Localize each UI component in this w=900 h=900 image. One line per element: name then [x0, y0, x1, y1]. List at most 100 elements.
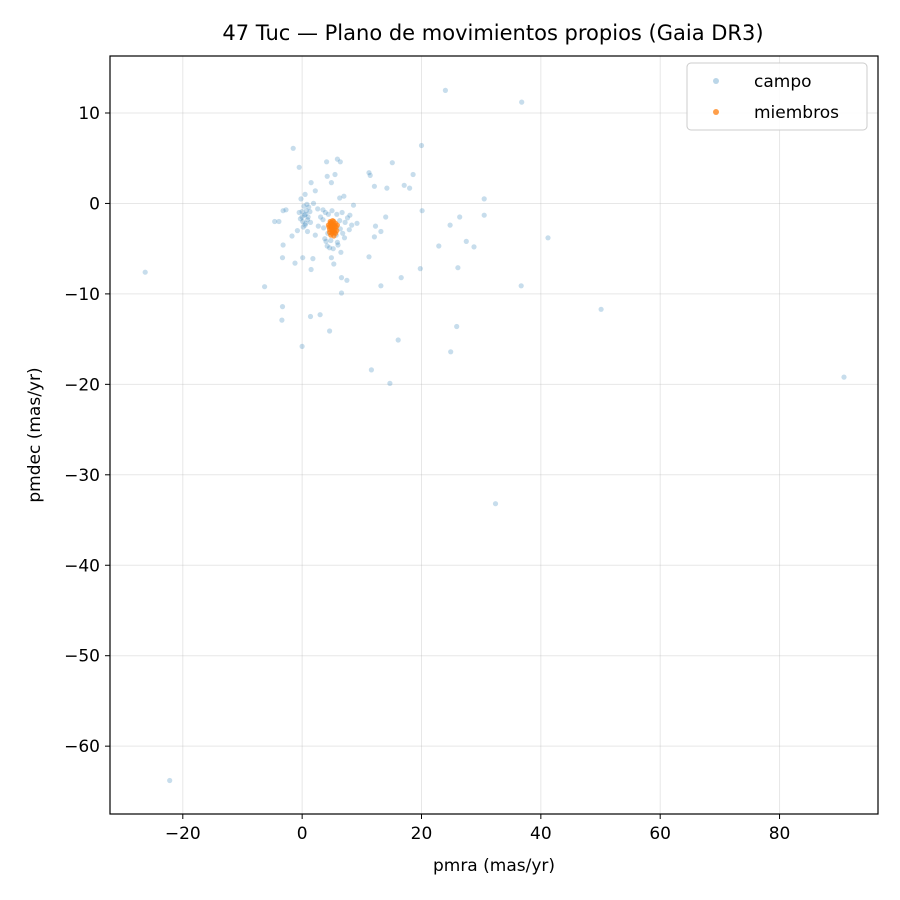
point-campo: [378, 283, 384, 289]
point-campo: [338, 249, 344, 255]
point-campo: [310, 200, 317, 206]
point-campo: [299, 214, 305, 220]
point-campo: [417, 266, 423, 272]
point-campo: [366, 254, 372, 260]
point-campo: [545, 235, 551, 241]
y-tick-label: −40: [64, 556, 100, 576]
point-campo: [307, 209, 313, 215]
point-campo: [418, 142, 425, 149]
point-campo: [463, 238, 469, 244]
y-tick-label: −10: [64, 285, 100, 305]
point-campo: [334, 211, 340, 217]
point-campo: [366, 170, 372, 176]
point-campo: [280, 208, 286, 214]
point-campo: [321, 225, 327, 231]
point-campo: [344, 215, 351, 221]
point-campo: [276, 218, 282, 225]
point-campo: [296, 209, 302, 216]
y-axis-ticks: −60 −50 −40 −30 −20 −10 0 10: [64, 104, 110, 757]
x-tick-label: 0: [297, 824, 308, 844]
point-campo: [395, 337, 401, 343]
point-campo: [337, 218, 343, 224]
point-campo: [298, 196, 304, 202]
point-campo: [457, 214, 463, 220]
series-miembros: [325, 218, 340, 239]
y-axis-label: pmdec (mas/yr): [25, 367, 45, 502]
point-campo: [341, 235, 348, 241]
point-campo: [304, 201, 310, 207]
point-campo: [371, 183, 377, 189]
point-campo: [378, 228, 384, 235]
point-campo: [310, 256, 316, 262]
point-campo: [841, 374, 847, 380]
point-campo: [518, 283, 524, 289]
point-campo: [481, 212, 487, 218]
point-campo: [383, 214, 389, 220]
point-campo: [338, 275, 345, 281]
point-campo: [305, 214, 311, 220]
point-campo: [324, 159, 330, 165]
x-tick-label: 40: [530, 824, 552, 844]
point-campo: [300, 255, 306, 261]
x-tick-label: 60: [649, 824, 671, 844]
y-tick-label: 0: [89, 194, 100, 214]
point-campo: [329, 208, 335, 214]
point-campo: [492, 501, 499, 507]
point-campo: [354, 220, 360, 226]
point-campo: [300, 224, 306, 230]
x-tick-label: −20: [165, 824, 201, 844]
point-campo: [320, 217, 326, 223]
point-campo: [410, 171, 416, 178]
scatter-points: [142, 87, 847, 784]
point-campo: [349, 222, 355, 228]
point-campo: [328, 180, 334, 186]
chart-title: 47 Tuc — Plano de movimientos propios (G…: [222, 21, 763, 45]
point-campo: [330, 246, 336, 252]
legend-marker-miembros: [713, 109, 719, 115]
point-campo: [334, 239, 340, 245]
y-tick-label: −30: [64, 466, 100, 486]
point-campo: [436, 243, 442, 249]
point-campo: [327, 328, 333, 334]
point-campo: [312, 232, 318, 238]
legend: campo miembros: [686, 62, 868, 131]
point-campo: [304, 228, 311, 235]
point-campo: [372, 223, 379, 229]
y-tick-label: −20: [64, 375, 100, 395]
point-campo: [398, 275, 404, 281]
point-campo: [294, 228, 300, 234]
point-campo: [299, 343, 305, 349]
point-campo: [344, 277, 350, 283]
point-campo: [304, 217, 311, 223]
point-campo: [289, 233, 295, 239]
point-campo: [387, 380, 393, 386]
point-campo: [307, 313, 314, 320]
point-campo: [142, 269, 148, 275]
point-campo: [334, 156, 340, 162]
point-campo: [347, 212, 353, 218]
point-campo: [308, 180, 314, 186]
point-campo: [300, 218, 306, 225]
point-campo: [324, 173, 330, 179]
point-campo: [367, 172, 373, 178]
point-campo: [283, 207, 289, 213]
point-campo: [323, 238, 329, 244]
point-campo: [322, 236, 328, 242]
point-campo: [368, 367, 374, 373]
point-campo: [389, 160, 395, 166]
point-campo: [339, 209, 345, 216]
point-campo: [279, 304, 286, 310]
point-campo: [328, 255, 334, 261]
point-campo: [292, 260, 298, 266]
point-campo: [312, 188, 318, 194]
point-campo: [371, 234, 377, 240]
point-campo: [419, 208, 425, 214]
point-campo: [447, 222, 453, 228]
point-campo: [481, 196, 487, 202]
point-campo: [331, 261, 337, 267]
point-campo: [325, 211, 331, 217]
point-campo: [303, 211, 309, 217]
point-campo: [303, 220, 309, 226]
point-miembros: [327, 218, 333, 225]
y-tick-label: −60: [64, 737, 100, 757]
